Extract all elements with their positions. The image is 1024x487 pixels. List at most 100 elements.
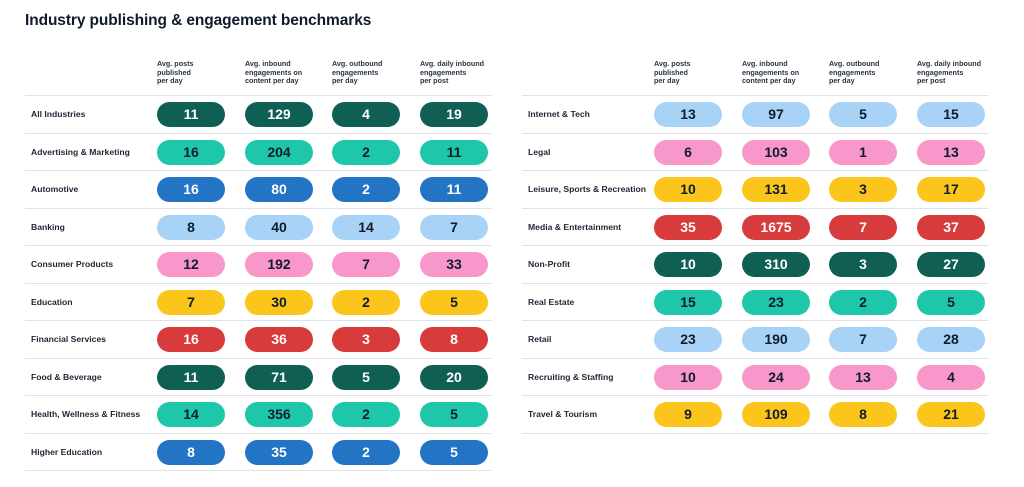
value-pill: 16 [157,139,225,165]
industry-label: Consumer Products [31,259,114,269]
value-pill: 11 [420,177,488,202]
value-pill: 28 [917,327,985,352]
benchmark-table: Avg. posts published per day Avg. inbound en… [25,59,492,471]
column-header-line: Avg. outbound [332,59,383,68]
column-header: Avg. posts published per day [654,59,736,86]
value-pill: 2 [332,139,400,165]
value-pill: 5 [420,402,488,427]
column-header-line: Avg. daily inbound [917,59,982,68]
benchmark-table: Avg. posts published per day Avg. inbound en… [522,59,989,434]
value-pill: 11 [157,102,225,127]
page-title: Industry publishing & engagement benchma… [25,12,372,29]
industry-label: Legal [528,146,551,157]
value-pill: 71 [245,364,313,390]
column-header: Avg. daily inbound engagements per post [420,59,502,86]
value-pill: 5 [917,289,985,315]
column-header-line: Avg. posts [654,59,691,68]
value-pill: 7 [420,214,488,240]
value-pill: 5 [420,289,488,315]
industry-label: Automotive [31,184,79,194]
table-row: Advertising & Marketing 16 204 2 11 [25,132,492,171]
industry-label: Recruiting & Staffing [528,371,614,382]
value-pill: 33 [420,252,488,277]
column-header-line: Avg. daily inbound [420,59,485,68]
industry-label: Internet & Tech [528,109,590,119]
value-pill: 204 [245,139,313,165]
industry-label: Education [31,296,73,307]
value-pill: 97 [742,102,810,127]
industry-label: Health, Wellness & Fitness [31,409,141,419]
table-row: Travel & Tourism 9 109 8 21 [522,395,989,433]
value-pill: 9 [654,402,722,427]
value-pill: 3 [332,327,400,352]
value-pill: 8 [157,214,225,240]
table-row: Banking 8 40 14 7 [25,207,492,246]
column-header-line: Avg. outbound [829,59,880,68]
value-pill: 10 [654,252,722,277]
value-pill: 35 [654,214,722,240]
column-header: Avg. daily inbound engagements per post [917,59,999,86]
value-pill: 10 [654,364,722,390]
industry-label: Higher Education [31,446,103,457]
value-pill: 7 [157,289,225,315]
industry-label: Food & Beverage [31,371,102,382]
column-header-line: Avg. inbound [245,59,291,68]
value-pill: 24 [742,364,810,390]
value-pill: 21 [917,402,985,427]
column-header: Avg. outbound engagements per day [332,59,414,86]
value-pill: 19 [420,102,488,127]
value-pill: 3 [829,177,897,202]
column-header-line: engagements [420,67,467,77]
value-pill: 4 [917,364,985,390]
table-bottom-rule [25,470,492,471]
industry-label: Real Estate [528,296,575,307]
column-header: Avg. outbound engagements per day [829,59,911,86]
value-pill: 2 [332,289,400,315]
table-row: Retail 23 190 7 28 [522,320,989,358]
table-row: Legal 6 103 1 13 [522,132,989,171]
value-pill: 7 [332,252,400,277]
value-pill: 17 [917,177,985,202]
column-header-line: per post [420,76,449,86]
value-pill: 23 [654,327,722,352]
column-header-line: per day [829,76,855,86]
value-pill: 2 [829,289,897,315]
value-pill: 23 [742,289,810,315]
table-row: Non-Profit 10 310 3 27 [522,245,989,283]
value-pill: 11 [420,139,488,165]
value-pill: 103 [742,139,810,165]
value-pill: 2 [332,402,400,427]
value-pill: 1675 [742,214,810,240]
industry-label: Travel & Tourism [528,409,598,419]
value-pill: 190 [742,327,810,352]
table-row: Food & Beverage 11 71 5 20 [25,357,492,396]
column-header-line: per day [654,76,680,86]
column-header: Avg. posts published per day [157,59,239,86]
industry-label: Financial Services [31,334,106,344]
value-pill: 14 [157,402,225,427]
table-row: Consumer Products 12 192 7 33 [25,245,492,283]
value-pill: 5 [420,439,488,465]
value-pill: 15 [917,102,985,127]
value-pill: 131 [742,177,810,202]
value-pill: 15 [654,289,722,315]
column-header-line: Avg. posts [157,59,194,68]
value-pill: 7 [829,327,897,352]
value-pill: 36 [245,327,313,352]
value-pill: 37 [917,214,985,240]
value-pill: 8 [420,327,488,352]
value-pill: 13 [829,364,897,390]
value-pill: 80 [245,177,313,202]
value-pill: 27 [917,252,985,277]
table-row: Health, Wellness & Fitness 14 356 2 5 [25,395,492,433]
value-pill: 1 [829,139,897,165]
industry-label: All Industries [31,109,86,119]
value-pill: 14 [332,214,400,240]
column-header: Avg. inbound engagements on content per da… [245,59,327,86]
industry-label: Retail [528,334,552,344]
table-row: Recruiting & Staffing 10 24 13 4 [522,357,989,396]
column-header-line: engagements [829,67,876,77]
table-row: Internet & Tech 13 97 5 15 [522,95,989,133]
column-header-line: per day [332,76,358,86]
table-row: Financial Services 16 36 3 8 [25,320,492,358]
